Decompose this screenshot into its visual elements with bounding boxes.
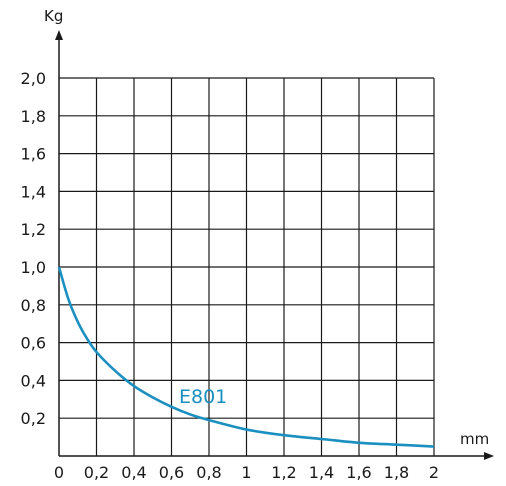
tick-labels: 2,0 1,8 1,6 1,4 1,2 1,0 0,8 0,6 0,4 0,2 0 0,2 0,4 0,6…	[21, 69, 440, 482]
x-tick-label: 1,4	[309, 463, 334, 482]
x-tick-label: 2	[429, 463, 439, 482]
grid	[59, 77, 435, 456]
y-axis-title: Kg	[44, 7, 63, 25]
y-tick-label: 0,2	[21, 409, 46, 428]
series-label-e801: E801	[179, 386, 227, 408]
y-tick-label: 1,2	[21, 220, 46, 239]
series-line-e801	[57, 266, 435, 448]
x-tick-label: 0	[54, 463, 64, 482]
x-tick-label: 0,2	[84, 463, 109, 482]
series-group: E801	[57, 266, 435, 448]
x-tick-label: 1,8	[384, 463, 409, 482]
x-axis-title: mm	[460, 430, 489, 448]
y-tick-label: 0,6	[21, 334, 46, 353]
y-tick-label: 1,8	[21, 107, 46, 126]
x-tick-label: 0,4	[121, 463, 146, 482]
x-tick-label: 0,8	[196, 463, 221, 482]
y-tick-label: 1,4	[21, 182, 46, 201]
y-tick-label: 0,8	[21, 296, 46, 315]
axes	[55, 30, 494, 460]
x-axis-arrow-icon	[484, 452, 494, 460]
y-axis-arrow-icon	[55, 30, 63, 40]
x-tick-label: 0,6	[159, 463, 184, 482]
y-tick-label: 1,6	[21, 145, 46, 164]
y-tick-label: 0,4	[21, 371, 46, 390]
y-tick-label: 2,0	[21, 69, 46, 88]
x-tick-label: 1,6	[346, 463, 371, 482]
x-tick-label: 1	[241, 463, 251, 482]
x-tick-label: 1,2	[271, 463, 296, 482]
y-tick-label: 1,0	[21, 258, 46, 277]
